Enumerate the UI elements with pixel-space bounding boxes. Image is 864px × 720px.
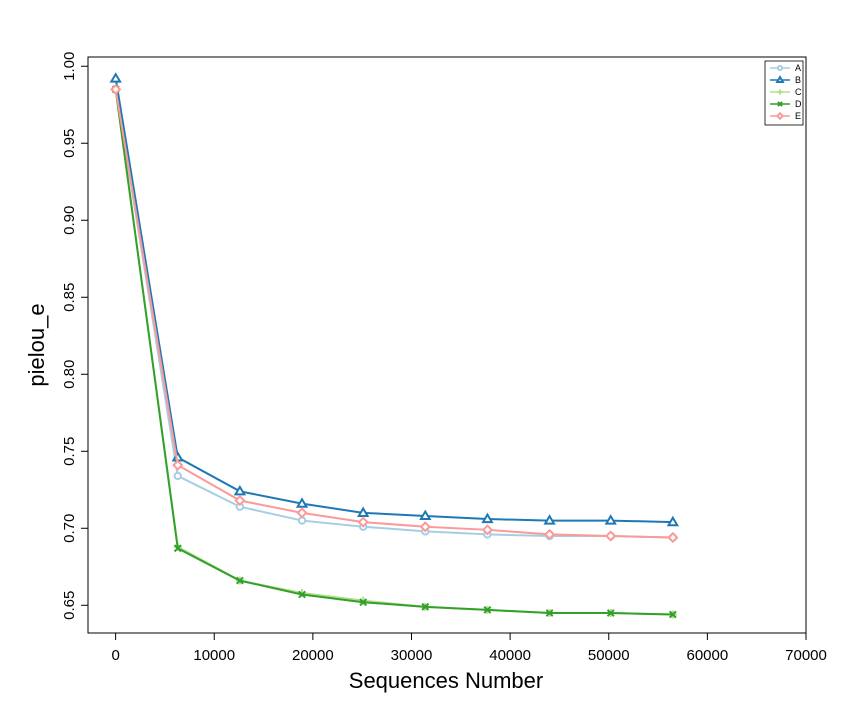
y-axis-label: pielou_e	[24, 303, 49, 386]
diamond-marker	[543, 528, 556, 541]
diamond-marker	[775, 111, 785, 121]
series-A	[111, 85, 678, 542]
legend-box	[764, 60, 804, 126]
cross-marker	[298, 590, 306, 599]
circle-marker	[776, 64, 784, 72]
plus-marker	[777, 89, 783, 95]
x-tick-label: 20000	[292, 647, 334, 664]
diamond-marker	[481, 524, 494, 536]
y-tick-label: 0.65	[61, 591, 78, 620]
triangle-marker	[666, 515, 680, 527]
cross-marker	[483, 605, 492, 614]
cross-marker	[173, 544, 182, 553]
triangle-marker	[604, 514, 617, 525]
triangle-marker	[543, 514, 556, 525]
legend-label: E	[795, 111, 801, 121]
y-tick-label: 0.75	[61, 437, 78, 466]
legend-entry: E	[770, 111, 801, 121]
x-axis-label: Sequences Number	[349, 668, 543, 693]
triangle-marker	[109, 72, 122, 83]
x-axis: 0 10000 20000 30000 40000 50000 60000 70000	[111, 633, 827, 664]
series-layer	[109, 72, 680, 619]
legend-label: C	[795, 87, 802, 97]
triangle-marker	[419, 509, 432, 521]
diamond-marker	[419, 521, 431, 533]
diamond-marker	[357, 516, 369, 528]
legend-label: D	[795, 99, 802, 109]
diamond-marker	[110, 83, 122, 95]
x-tick-label: 30000	[391, 647, 433, 664]
x-tick-label: 50000	[588, 647, 630, 664]
plot-frame	[87, 56, 807, 634]
diamond-marker	[605, 530, 617, 542]
cross-marker	[668, 610, 677, 619]
triangle-marker	[295, 497, 309, 508]
series-line	[114, 89, 673, 539]
x-tick-label: 40000	[489, 647, 531, 664]
legend-entry: C	[770, 87, 802, 97]
y-tick-label: 0.85	[61, 283, 78, 312]
legend-entry: A	[770, 63, 801, 73]
cross-marker	[606, 609, 615, 617]
triangle-marker	[233, 484, 247, 496]
cross-marker	[545, 609, 554, 617]
circle-marker	[173, 471, 182, 481]
diamond-marker	[234, 494, 246, 507]
y-tick-label: 0.90	[61, 206, 78, 235]
cross-marker	[421, 602, 430, 611]
x-tick-label: 70000	[785, 647, 827, 664]
triangle-marker	[775, 75, 785, 84]
series-E	[110, 83, 679, 544]
diamond-marker	[296, 507, 308, 519]
series-line	[114, 78, 673, 524]
x-tick-label: 60000	[687, 647, 729, 664]
cross-marker	[777, 101, 783, 107]
series-B	[109, 72, 680, 527]
y-tick-label: 0.70	[61, 514, 78, 543]
legend-label: A	[795, 63, 801, 73]
legend-entry: B	[770, 75, 801, 85]
x-tick-label: 0	[111, 647, 119, 664]
triangle-marker	[481, 512, 494, 524]
series-line	[114, 89, 673, 616]
x-tick-label: 10000	[193, 647, 235, 664]
y-tick-label: 0.95	[61, 129, 78, 158]
series-D	[111, 85, 677, 619]
diamond-marker	[172, 459, 184, 471]
legend-entry: D	[770, 99, 802, 109]
diamond-marker	[667, 531, 679, 544]
y-axis: 0.65 0.70 0.75 0.80 0.85 0.90 0.95 1.00	[61, 52, 88, 620]
cross-marker	[359, 598, 368, 607]
y-tick-label: 0.80	[61, 360, 78, 389]
series-C	[111, 85, 677, 619]
triangle-marker	[357, 506, 370, 517]
legend-label: B	[795, 75, 801, 85]
y-tick-label: 1.00	[61, 52, 78, 81]
cross-marker	[235, 576, 244, 585]
